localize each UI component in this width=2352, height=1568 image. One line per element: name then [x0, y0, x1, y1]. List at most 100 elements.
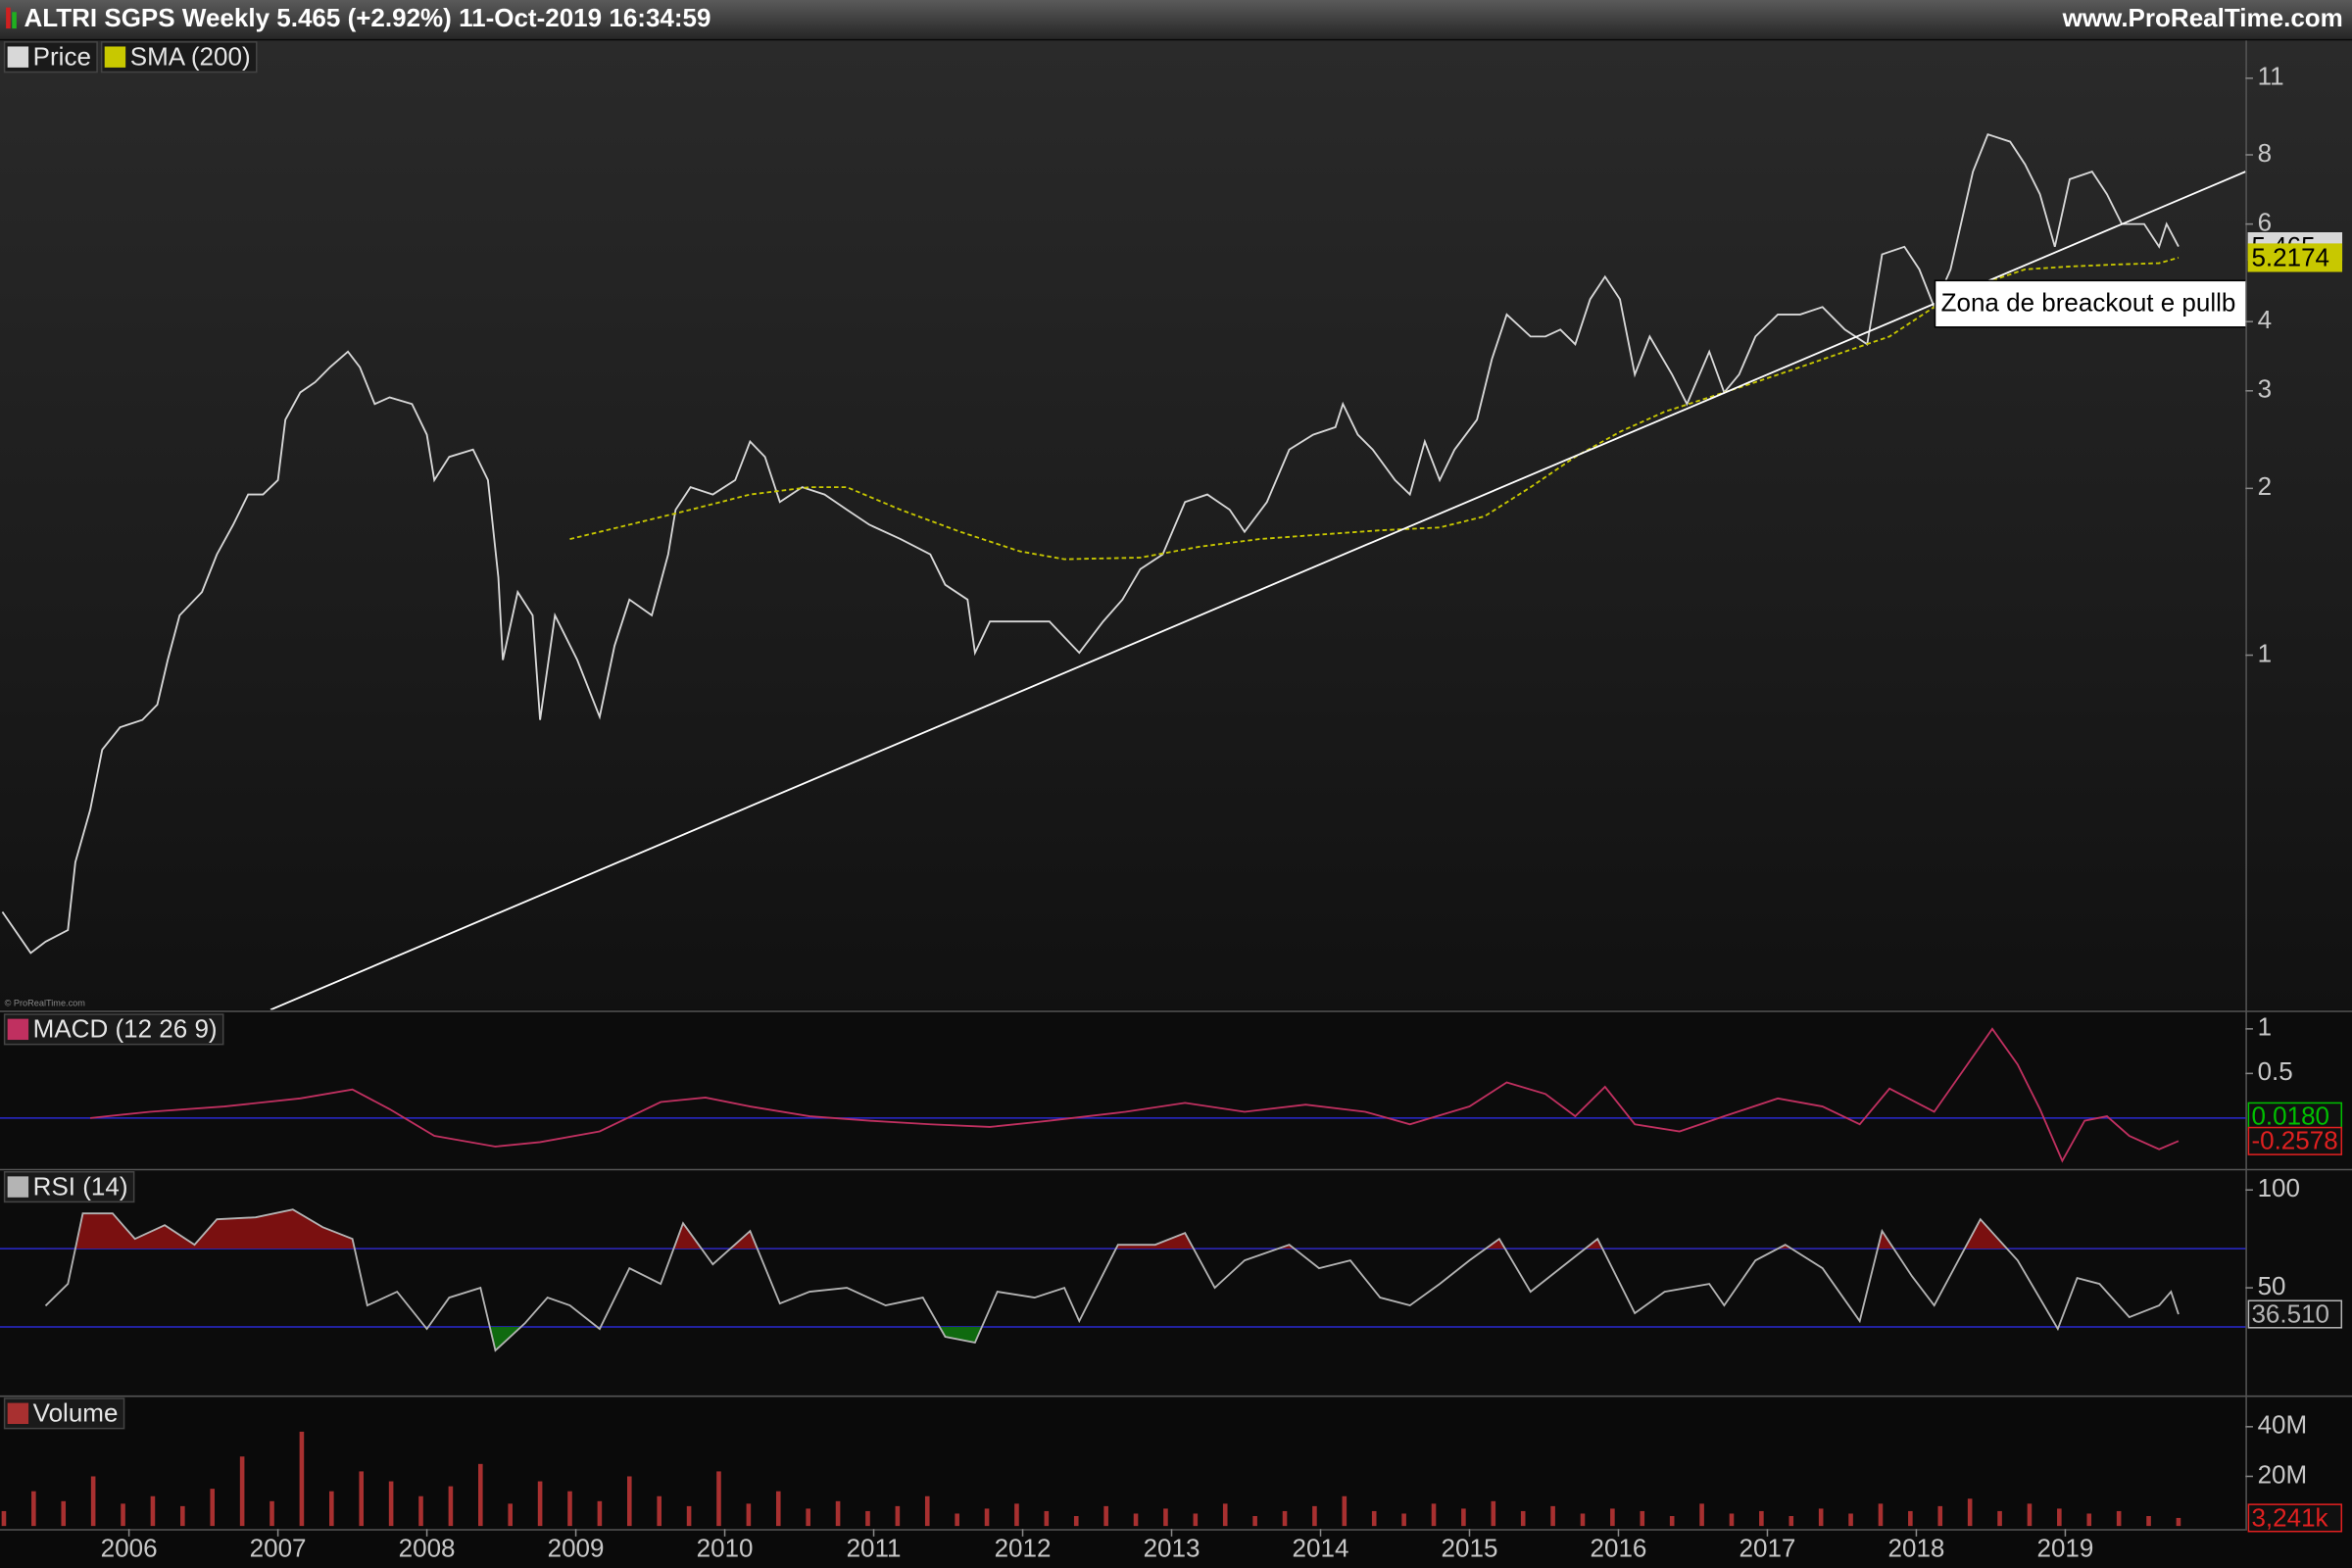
volume-bar	[1699, 1503, 1704, 1527]
legend-label: SMA (200)	[130, 42, 251, 72]
y-tick-label: 11	[2258, 62, 2284, 91]
volume-bar	[90, 1476, 96, 1527]
volume-bar	[1312, 1505, 1317, 1527]
header-bar	[0, 0, 2352, 39]
y-tick-label: 0.5	[2258, 1056, 2293, 1086]
volume-bar	[1431, 1503, 1437, 1527]
x-tick-label: 2011	[847, 1533, 902, 1562]
y-tick-label: 6	[2258, 208, 2272, 237]
volume-bar	[61, 1500, 67, 1527]
volume-bar	[924, 1495, 930, 1527]
macd-panel	[0, 1012, 2352, 1169]
y-tick-label: 3	[2258, 374, 2272, 404]
legend-swatch	[104, 46, 126, 68]
legend-swatch	[7, 1402, 29, 1425]
x-tick-label: 2010	[697, 1533, 754, 1562]
volume-bar	[2057, 1508, 2062, 1527]
volume-bar	[1997, 1510, 2002, 1527]
y-tick-label: 4	[2258, 305, 2272, 334]
volume-bar	[895, 1505, 901, 1527]
rsi-panel	[0, 1170, 2352, 1396]
x-tick-label: 2018	[1888, 1533, 1945, 1562]
value-marker-label: 0.0180	[2251, 1102, 2329, 1131]
volume-bar	[537, 1481, 543, 1527]
value-marker-label: 36.510	[2251, 1298, 2329, 1328]
volume-bar	[716, 1471, 721, 1527]
volume-bar	[567, 1491, 572, 1527]
value-marker	[2247, 243, 2343, 272]
legend-bg	[3, 1013, 224, 1046]
volume-bar	[180, 1505, 185, 1527]
header-title: ALTRI SGPS Weekly 5.465 (+2.92%) 11-Oct-…	[24, 3, 710, 32]
legend-label: Price	[33, 42, 91, 72]
volume-bar	[1580, 1513, 1586, 1527]
volume-bar	[150, 1495, 156, 1527]
volume-bar	[121, 1503, 125, 1527]
volume-bar	[1878, 1503, 1884, 1527]
y-tick-label: 50	[2258, 1271, 2286, 1300]
volume-bar	[388, 1481, 394, 1527]
volume-bar	[1371, 1510, 1377, 1527]
volume-bar	[2146, 1516, 2151, 1527]
y-tick-label: 1	[2258, 638, 2272, 667]
volume-bar	[1222, 1503, 1228, 1527]
volume-bar	[775, 1491, 781, 1527]
legend-label: Volume	[33, 1398, 119, 1428]
volume-bar	[508, 1503, 513, 1527]
y-tick-label: 40M	[2258, 1410, 2308, 1440]
legend-label: RSI (14)	[33, 1172, 128, 1201]
value-marker	[2247, 1299, 2343, 1329]
volume-bar	[1818, 1508, 1824, 1527]
volume-bar	[1401, 1513, 1406, 1527]
volume-bar	[1550, 1505, 1555, 1527]
volume-bar	[1073, 1516, 1079, 1527]
volume-bar	[31, 1491, 36, 1527]
volume-bar	[1967, 1498, 1973, 1527]
volume-bar	[1788, 1516, 1794, 1527]
volume-bar	[1640, 1510, 1645, 1527]
x-tick-label: 2019	[2036, 1533, 2093, 1562]
volume-bar	[2176, 1517, 2181, 1527]
volume-bar	[1193, 1513, 1199, 1527]
legend-swatch	[7, 1018, 29, 1041]
header-icon	[6, 7, 11, 29]
volume-bar	[1848, 1513, 1853, 1527]
x-tick-label: 2013	[1144, 1533, 1200, 1562]
volume-bar	[626, 1476, 632, 1527]
volume-bar	[1669, 1516, 1675, 1527]
volume-bar	[1163, 1508, 1168, 1527]
x-tick-label: 2012	[995, 1533, 1052, 1562]
volume-bar	[1282, 1510, 1288, 1527]
y-tick-label: 20M	[2258, 1459, 2308, 1489]
volume-bar	[1461, 1508, 1466, 1527]
trendline	[270, 171, 2246, 1010]
value-marker	[2247, 1102, 2343, 1131]
volume-bar	[686, 1505, 692, 1527]
series-line	[44, 1208, 2180, 1352]
header-icon	[12, 12, 17, 29]
volume-bar	[1491, 1500, 1496, 1527]
series-line	[569, 257, 2180, 561]
value-marker	[2247, 1503, 2343, 1533]
volume-bar	[299, 1431, 305, 1527]
volume-bar	[984, 1508, 990, 1527]
volume-bar	[1014, 1503, 1019, 1527]
volume-bar	[835, 1500, 841, 1527]
volume-bar	[2027, 1503, 2033, 1527]
volume-bar	[657, 1495, 662, 1527]
volume-bar	[1342, 1495, 1348, 1527]
volume-bar	[448, 1486, 454, 1527]
volume-bar	[1729, 1513, 1735, 1527]
x-tick-label: 2014	[1293, 1533, 1349, 1562]
volume-bar	[1937, 1505, 1943, 1527]
level-fill	[45, 1209, 2179, 1250]
y-tick-label: 1	[2258, 1012, 2272, 1042]
volume-bar	[239, 1456, 245, 1527]
legend-bg	[100, 41, 258, 74]
value-marker	[2247, 1126, 2343, 1155]
volume-bar	[210, 1489, 216, 1527]
legend-label: MACD (12 26 9)	[33, 1014, 218, 1044]
watermark: © ProRealTime.com	[5, 999, 86, 1008]
x-tick-label: 2017	[1740, 1533, 1796, 1562]
